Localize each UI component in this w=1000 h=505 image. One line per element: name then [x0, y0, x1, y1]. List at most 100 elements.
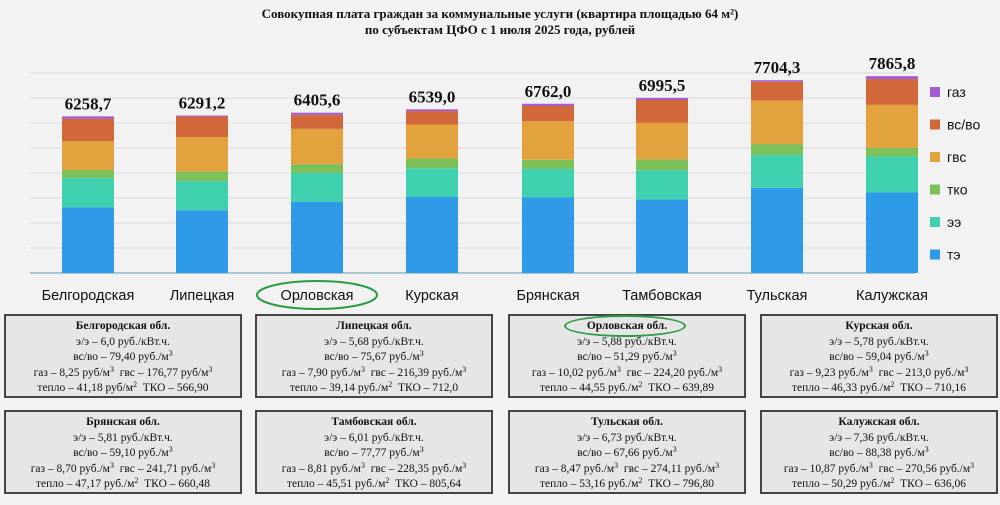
bar-segment-2 [636, 159, 688, 171]
legend-swatch [930, 184, 940, 195]
chart-title: Совокупная плата граждан за коммунальные… [0, 6, 1000, 38]
card-title: Белгородская обл. [75, 320, 171, 332]
bar-segment-0 [636, 199, 688, 273]
card-heat-waste: тепло – 41,18 руб/м2 ТКО – 566,90 [37, 380, 209, 395]
bar-segment-2 [176, 171, 228, 182]
tariff-card: Липецкая обл. э/э – 5,68 руб./кВт.ч. вс/во… [255, 314, 493, 398]
bar-segment-3 [406, 124, 458, 159]
chart-title-line2: по субъектам ЦФО с 1 июля 2025 года, руб… [364, 22, 636, 37]
bar-segment-4 [176, 116, 228, 138]
bar-segment-2 [751, 144, 803, 156]
card-water: вс/во – 88,38 руб./м3 [829, 445, 929, 460]
legend-label: гвс [947, 149, 966, 165]
bar-segment-3 [291, 128, 343, 165]
bar-segment-5 [62, 116, 114, 119]
bar-segment-2 [522, 159, 574, 169]
stacked-bar-chart: 6258,7 Белгородская 6291,2 Липецкая 6405,6 Ор… [30, 54, 980, 310]
total-label: 7865,8 [869, 54, 916, 73]
card-gas-hot-water: газ – 10,87 руб./м3 гвс – 270,56 руб./м3 [783, 460, 975, 475]
bar-segment-0 [62, 207, 114, 273]
legend-label: тэ [947, 247, 961, 263]
legend-label: вс/во [947, 117, 980, 133]
bar-segment-5 [176, 115, 228, 117]
legend-swatch [930, 119, 940, 130]
legend-swatch [930, 249, 940, 260]
category-label: Тамбовская [622, 288, 702, 304]
bar-segment-5 [866, 76, 918, 80]
bar-segment-1 [406, 168, 458, 197]
card-electricity: э/э – 5,88 руб./кВт.ч. [577, 335, 677, 348]
bar-segment-0 [751, 187, 803, 273]
bar-segment-0 [176, 210, 228, 273]
bar-segment-4 [291, 114, 343, 129]
bar-segment-1 [866, 156, 918, 193]
total-label: 6405,6 [294, 91, 341, 110]
card-electricity: э/э – 6,01 руб./кВт.ч. [324, 431, 424, 444]
bar-segment-4 [751, 81, 803, 101]
legend-label: ээ [947, 214, 961, 230]
bar-segment-1 [751, 155, 803, 188]
card-title: Калужская обл. [838, 416, 920, 428]
category-label: Курская [405, 288, 458, 304]
card-heat-waste: тепло – 53,16 руб./м2 ТКО – 796,80 [539, 476, 714, 491]
bar-segment-4 [636, 99, 688, 123]
card-gas-hot-water: газ – 8,81 руб./м3 гвс – 228,35 руб./м3 [281, 460, 467, 475]
bar-segment-3 [866, 104, 918, 148]
tariff-card: Брянская обл. э/э – 5,81 руб./кВт.ч. вс/во… [4, 410, 242, 494]
card-heat-waste: тепло – 39,14 руб./м2 ТКО – 712,0 [289, 380, 459, 395]
bar-segment-5 [406, 109, 458, 112]
bar-segment-4 [522, 105, 574, 122]
bar-segment-4 [62, 118, 114, 142]
bar-segment-1 [636, 170, 688, 200]
card-heat-waste: тепло – 47,17 руб./м2 ТКО – 660,48 [35, 476, 210, 491]
card-electricity: э/э – 5,81 руб./кВт.ч. [73, 431, 173, 444]
bar-segment-5 [522, 103, 574, 106]
card-title: Брянская обл. [86, 416, 160, 428]
tariff-card: Калужская обл. э/э – 7,36 руб./кВт.ч. вс/в… [760, 410, 998, 494]
card-gas-hot-water: газ – 7,90 руб./м3 гвс – 216,39 руб./м3 [281, 364, 467, 379]
bar-segment-0 [291, 201, 343, 273]
bar-segment-1 [291, 173, 343, 202]
tariff-card: Белгородская обл. э/э – 6,0 руб./кВт.ч. вс… [4, 314, 242, 398]
card-water: вс/во – 75,67 руб./м3 [324, 349, 424, 364]
card-title: Тульская обл. [590, 416, 664, 428]
total-label: 6539,0 [409, 87, 456, 106]
tariff-card: Орловская обл. э/э – 5,88 руб./кВт.ч. вс/в… [508, 314, 746, 398]
bar-segment-2 [62, 170, 114, 178]
bar-segment-0 [406, 196, 458, 273]
card-electricity: э/э – 5,68 руб./кВт.ч. [324, 335, 424, 348]
bar-segment-2 [406, 158, 458, 169]
bar-segment-3 [62, 141, 114, 171]
card-title: Курская обл. [845, 320, 913, 332]
bar-segment-4 [866, 79, 918, 105]
card-electricity: э/э – 5,78 руб./кВт.ч. [829, 335, 929, 348]
card-water: вс/во – 67,66 руб./м3 [577, 445, 677, 460]
category-label: Белгородская [42, 288, 135, 304]
bar-segment-3 [751, 100, 803, 145]
bar-segment-2 [866, 147, 918, 157]
card-title: Тамбовская обл. [331, 416, 417, 428]
card-gas-hot-water: газ – 8,25 руб/м3 гвс – 176,77 руб/м3 [33, 364, 213, 379]
category-label: Орловская [281, 288, 354, 304]
bar-segment-1 [62, 177, 114, 208]
tariff-card: Тульская обл. э/э – 6,73 руб./кВт.ч. вс/во… [508, 410, 746, 494]
total-label: 6258,7 [65, 94, 112, 113]
category-label: Липецкая [170, 288, 234, 304]
bar-segment-5 [751, 80, 803, 82]
bar-segment-3 [176, 137, 228, 172]
card-heat-waste: тепло – 46,33 руб./м2 ТКО – 710,16 [791, 380, 966, 395]
tariff-card: Тамбовская обл. э/э – 6,01 руб./кВт.ч. вс/… [255, 410, 493, 494]
card-water: вс/во – 59,04 руб./м3 [829, 349, 929, 364]
card-heat-waste: тепло – 44,55 руб./м2 ТКО – 639,89 [539, 380, 714, 395]
total-label: 7704,3 [754, 58, 801, 77]
card-water: вс/во – 77,77 руб./м3 [324, 445, 424, 460]
bar-segment-5 [636, 97, 688, 100]
bar-segment-4 [406, 111, 458, 125]
card-electricity: э/э – 7,36 руб./кВт.ч. [829, 431, 929, 444]
legend-swatch [930, 152, 940, 162]
card-title: Орловская обл. [586, 320, 668, 332]
bar-segment-2 [291, 164, 343, 174]
tariff-card: Курская обл. э/э – 5,78 руб./кВт.ч. вс/во … [760, 314, 998, 398]
card-gas-hot-water: газ – 8,70 руб./м3 гвс – 241,71 руб./м3 [30, 460, 216, 475]
card-water: вс/во – 51,29 руб./м3 [577, 349, 677, 364]
